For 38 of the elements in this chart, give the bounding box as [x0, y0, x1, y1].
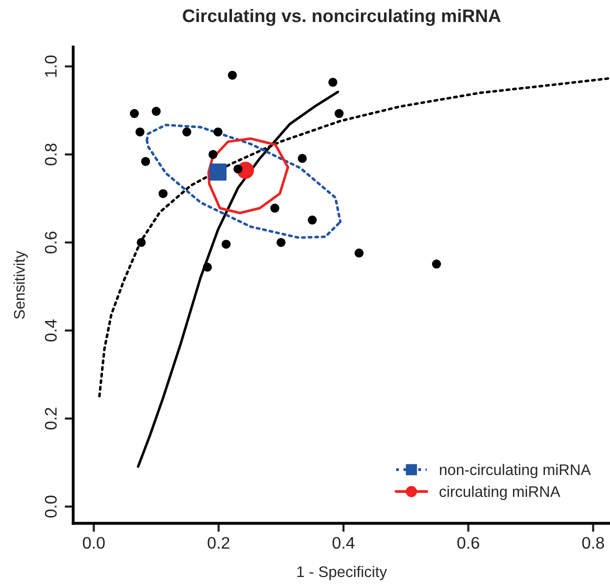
point — [354, 248, 364, 258]
y-tick-label: 0.4 — [44, 319, 57, 342]
point — [432, 260, 441, 269]
x-axis-title: 1 - Specificity — [297, 566, 387, 580]
point — [298, 154, 307, 163]
point — [136, 238, 146, 247]
y-tick-label: 1.0 — [44, 55, 57, 77]
point — [158, 189, 168, 198]
point — [202, 262, 212, 272]
point — [214, 127, 223, 137]
point — [270, 204, 280, 213]
x-tick-label: 0.6 — [457, 536, 480, 549]
legend-label: non-circulating miRNA — [440, 464, 591, 478]
point — [328, 78, 338, 87]
y-tick-label: 0.6 — [44, 232, 57, 254]
x-tick-label: 0.0 — [82, 536, 105, 549]
y-tick-label: 0.2 — [44, 408, 57, 430]
y-tick-label: 0.8 — [44, 144, 57, 166]
y-axis-title: Sensitivity — [14, 250, 28, 319]
point — [182, 127, 192, 137]
x-tick-label: 0.2 — [208, 536, 230, 549]
point — [208, 150, 218, 159]
y-tick-label: 0.0 — [44, 496, 57, 518]
point — [130, 109, 139, 118]
point — [228, 70, 237, 80]
point — [209, 164, 227, 181]
point — [141, 156, 150, 166]
point — [276, 238, 286, 247]
point — [135, 127, 144, 137]
chart-title: Circulating vs. noncirculating miRNA — [182, 8, 501, 26]
point — [308, 216, 317, 225]
point — [334, 109, 344, 118]
point — [233, 164, 242, 174]
point — [152, 106, 161, 116]
x-tick-label: 0.4 — [332, 536, 355, 549]
x-tick-label: 0.8 — [582, 536, 604, 549]
legend-label: circulating miRNA — [440, 486, 560, 500]
point — [222, 240, 231, 249]
